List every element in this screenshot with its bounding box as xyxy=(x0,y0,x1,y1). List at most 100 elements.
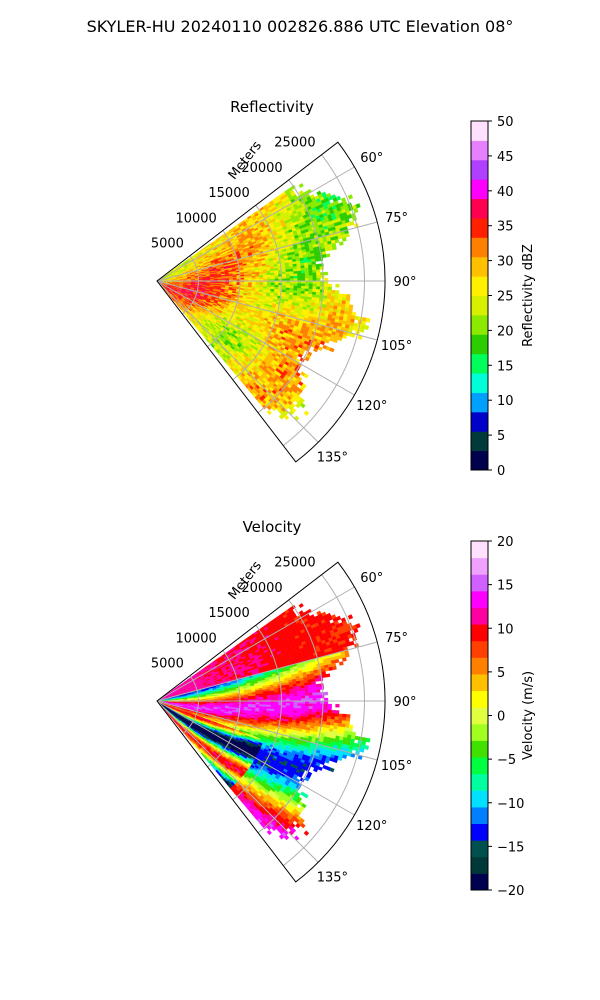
colorbar-swatch xyxy=(471,353,488,374)
radial-gridline xyxy=(257,599,324,834)
angular-tick-label: 120° xyxy=(356,819,387,834)
angular-tick-label: 60° xyxy=(360,151,383,166)
colorbar-label: Reflectivity dBZ xyxy=(521,244,536,347)
colorbar-swatch xyxy=(471,690,488,708)
colorbar-swatch xyxy=(471,392,488,413)
colorbar-swatch xyxy=(471,740,488,758)
colorbar-swatch xyxy=(471,790,488,808)
colorbar-tick-label: 25 xyxy=(497,290,514,305)
polar-grid xyxy=(156,574,385,867)
polar-grid xyxy=(156,154,385,447)
colorbar-tick-label: 30 xyxy=(497,255,514,270)
radial-tick-label: 25000 xyxy=(274,136,315,151)
panel-velocity: Velocity 60° 75° 90° 105° 120° 135° 5000 10000 15… xyxy=(151,518,536,899)
colorbar-tick-label: 10 xyxy=(497,394,514,409)
radial-gridline xyxy=(283,574,365,867)
sector-frame xyxy=(156,561,386,883)
angular-tick-label: 135° xyxy=(317,870,348,885)
colorbar-swatch xyxy=(471,757,488,775)
data-field xyxy=(156,603,371,841)
sector-frame xyxy=(156,141,386,463)
angular-gridline xyxy=(156,700,355,816)
colorbar-swatch xyxy=(471,541,488,559)
radial-gridline xyxy=(181,675,199,735)
colorbar-swatch xyxy=(471,411,488,432)
angular-gridline xyxy=(156,221,378,282)
colorbar-swatch xyxy=(471,624,488,642)
radial-gridline xyxy=(207,230,241,348)
radial-tick-label: 5000 xyxy=(151,237,184,252)
angular-gridline xyxy=(156,280,378,341)
radial-tick-label: 15000 xyxy=(208,186,249,201)
angular-gridline xyxy=(156,166,355,282)
colorbar-tick-label: 20 xyxy=(497,324,514,339)
radial-gridline xyxy=(257,179,324,414)
radial-tick-label: 15000 xyxy=(208,606,249,621)
angular-gridline xyxy=(156,700,319,863)
panel-title: Reflectivity xyxy=(230,98,314,116)
colorbar-tick-label: 5 xyxy=(497,429,505,444)
colorbar-swatch xyxy=(471,723,488,741)
colorbar-tick-label: −15 xyxy=(497,840,524,855)
colorbar-swatch xyxy=(471,334,488,355)
angular-tick-label: 60° xyxy=(360,571,383,586)
colorbar-swatch xyxy=(471,607,488,625)
colorbar-tick-label: 15 xyxy=(497,579,514,594)
radial-tick-label: 25000 xyxy=(274,556,315,571)
colorbar-swatch xyxy=(471,431,488,452)
colorbar-tick-label: −20 xyxy=(497,884,524,899)
angular-gridline xyxy=(156,700,378,761)
radial-tick-label: 20000 xyxy=(241,581,282,596)
colorbar: 0 5 10 15 20 25 30 35 40 45 50 Reflectivity dBZ xyxy=(470,115,536,479)
colorbar-swatch xyxy=(471,657,488,675)
angular-tick-label: 120° xyxy=(356,399,387,414)
angular-tick-label: 75° xyxy=(385,211,408,226)
angular-gridline xyxy=(156,641,378,702)
colorbar-swatch xyxy=(471,159,488,180)
radial-gridline xyxy=(232,624,282,801)
colorbar-tick-label: 45 xyxy=(497,150,514,165)
panel-title: Velocity xyxy=(243,518,302,536)
angular-gridline xyxy=(156,586,355,702)
colorbar-tick-label: 5 xyxy=(497,666,505,681)
colorbar-swatch xyxy=(471,450,488,471)
panel-reflectivity: Reflectivity60°75°90°105°120°135°5000100… xyxy=(151,98,536,479)
radial-tick-label: 10000 xyxy=(175,211,216,226)
radial-gridline xyxy=(232,204,282,381)
angular-tick-label: 90° xyxy=(393,695,416,710)
colorbar-tick-label: −5 xyxy=(497,753,516,768)
colorbar-swatch xyxy=(471,121,488,141)
radial-tick-label: 10000 xyxy=(175,631,216,646)
colorbar-swatch xyxy=(471,673,488,692)
colorbar-label: Velocity (m/s) xyxy=(521,671,536,760)
figure-suptitle: SKYLER-HU 20240110 002826.886 UTC Elevat… xyxy=(87,17,514,36)
colorbar-swatch xyxy=(471,640,488,658)
colorbar-swatch xyxy=(471,574,488,592)
colorbar-swatch xyxy=(471,179,488,200)
colorbar-swatch xyxy=(471,276,488,296)
angular-gridline xyxy=(156,280,355,396)
colorbar: −20 −15 −10 −5 0 5 10 15 20 Velocity (m/s) xyxy=(470,535,536,899)
colorbar-swatch xyxy=(471,873,488,891)
colorbar-swatch xyxy=(471,314,488,335)
colorbar-tick-label: 0 xyxy=(497,710,505,725)
radial-gridline xyxy=(181,255,199,315)
colorbar-swatch xyxy=(471,557,488,575)
colorbar-swatch xyxy=(471,198,488,219)
colorbar-tick-label: 35 xyxy=(497,220,514,235)
angular-gridline xyxy=(156,280,319,443)
radial-gridline xyxy=(207,650,241,768)
colorbar-swatch xyxy=(471,373,488,393)
colorbar-swatch xyxy=(471,773,488,791)
angular-tick-label: 135° xyxy=(317,450,348,465)
colorbar-swatch xyxy=(471,590,488,608)
radial-gridline xyxy=(283,154,365,447)
colorbar-tick-label: 50 xyxy=(497,115,514,130)
colorbar-swatch xyxy=(471,840,488,858)
colorbar-swatch xyxy=(471,237,488,258)
angular-tick-label: 90° xyxy=(393,275,416,290)
colorbar-swatch xyxy=(471,823,488,841)
colorbar-swatch xyxy=(471,295,488,316)
angular-tick-label: 105° xyxy=(381,759,412,774)
radial-tick-label: 5000 xyxy=(151,657,184,672)
